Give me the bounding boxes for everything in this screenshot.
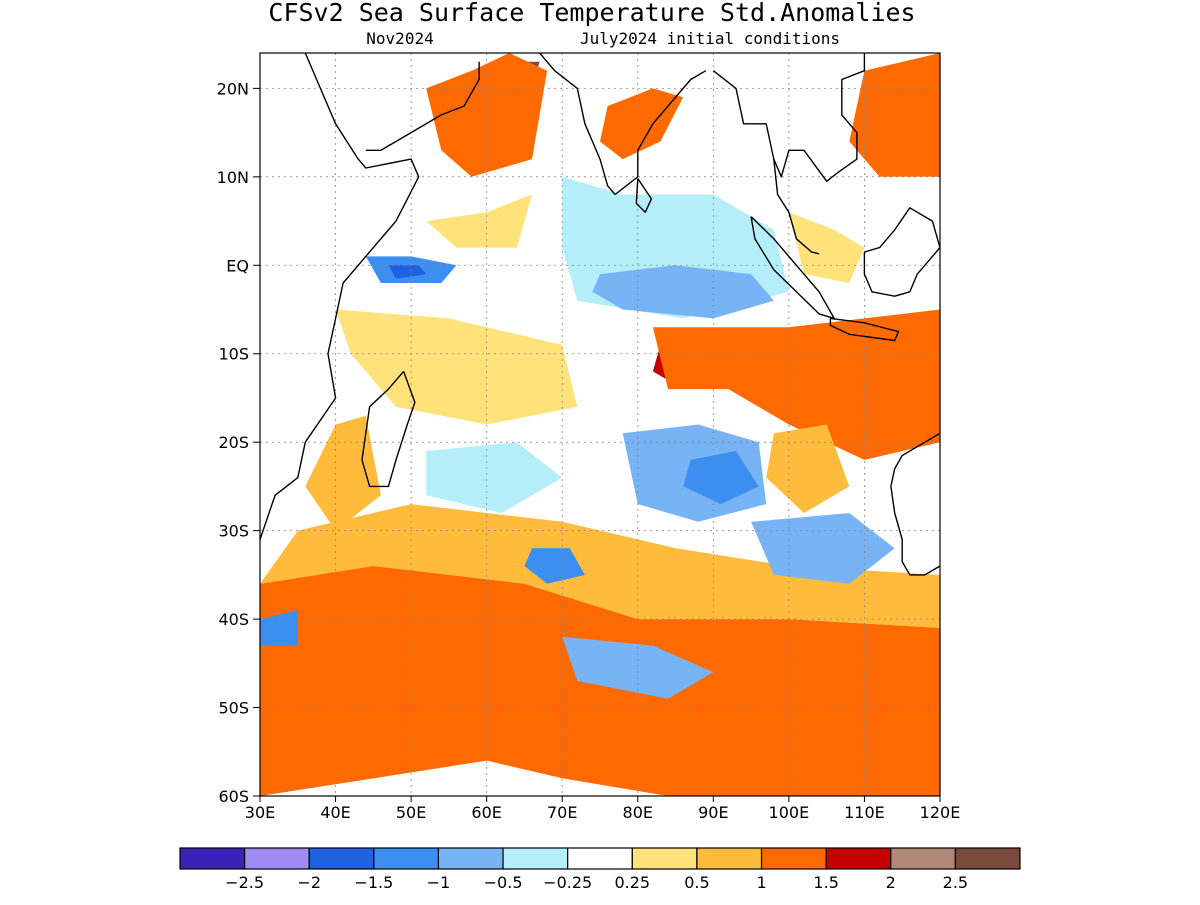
coastline-madagascar — [361, 370, 416, 488]
longitude-axis: 30E 40E 50E 60E 70E 80E 90E 100E 110E 120E — [245, 796, 961, 822]
colorbar-swatch — [696, 847, 763, 870]
colorbar-swatch — [567, 847, 633, 870]
lon-tick-label: 50E — [396, 803, 426, 822]
colorbar-label: 2 — [886, 873, 896, 892]
colorbar-swatch — [631, 847, 698, 870]
lat-tick-label: EQ — [226, 256, 249, 275]
colorbar-labels: −2.5 −2 −1.5 −1 −0.5 −0.25 0.25 0.5 1 1.5 2 2.5 — [225, 873, 968, 892]
lat-tick-label: 10N — [217, 168, 249, 187]
colorbar — [179, 847, 1021, 870]
colorbar-swatch — [437, 847, 504, 870]
lon-tick-label: 60E — [471, 803, 501, 822]
anomaly-region — [426, 442, 563, 513]
anomaly-region — [260, 504, 940, 628]
colorbar-swatch — [308, 847, 375, 870]
anomaly-region — [849, 53, 940, 177]
anomaly-region — [426, 194, 532, 248]
init-conditions-label: July2024 initial conditions — [580, 29, 840, 48]
colorbar-swatch — [890, 847, 956, 870]
colorbar-label: 2.5 — [943, 873, 968, 892]
colorbar-swatch — [373, 847, 440, 870]
lon-tick-label: 40E — [320, 803, 350, 822]
coastline-indochina — [773, 53, 866, 183]
colorbar-swatch — [825, 847, 892, 870]
anomaly-region — [305, 415, 381, 531]
lon-tick-label: 110E — [844, 803, 885, 822]
coastline-sri-lanka — [635, 178, 653, 213]
anomaly-region — [524, 548, 585, 584]
coastline-myanmar-malaya-coast — [712, 70, 820, 255]
coastline-india-east-coast — [614, 70, 707, 196]
colorbar-label: −2.5 — [225, 873, 264, 892]
lat-tick-label: 20N — [217, 79, 249, 98]
lat-tick-label: 10S — [218, 345, 249, 364]
anomaly-region — [751, 513, 895, 584]
lat-tick-label: 30S — [218, 522, 249, 541]
anomaly-region — [260, 610, 298, 646]
colorbar-swatch — [179, 847, 246, 870]
lon-tick-label: 70E — [547, 803, 577, 822]
anomaly-region — [766, 424, 850, 513]
latitude-axis: 20N 10N EQ 10S 20S 30S 40S 50S 60S — [217, 79, 260, 806]
lat-tick-label: 50S — [218, 699, 249, 718]
colorbar-label: −0.5 — [484, 873, 523, 892]
gridlines — [260, 53, 940, 796]
coastline-australia-west-coast — [890, 432, 940, 576]
coastline-sumatra — [750, 216, 835, 320]
colorbar-label: 0.25 — [614, 873, 650, 892]
anomaly-regions — [260, 53, 940, 796]
lat-tick-label: 40S — [218, 610, 249, 629]
anomaly-region — [683, 451, 759, 505]
lon-tick-label: 100E — [769, 803, 810, 822]
coastline-africa-east-coast — [260, 53, 420, 540]
lat-tick-label: 60S — [218, 787, 249, 806]
valid-month-label: Nov2024 — [366, 29, 433, 48]
colorbar-swatch — [244, 847, 310, 870]
lon-tick-label: 90E — [698, 803, 728, 822]
colorbar-label: 1 — [756, 873, 766, 892]
anomaly-region — [335, 309, 578, 425]
colorbar-swatch — [954, 847, 1021, 870]
coastline-java — [829, 317, 900, 342]
colorbar-label: −2 — [297, 873, 321, 892]
colorbar-label: −1.5 — [354, 873, 393, 892]
colorbar-label: −1 — [427, 873, 451, 892]
anomaly-field — [260, 53, 940, 796]
colorbar-swatch — [760, 847, 827, 870]
anomaly-region — [652, 309, 940, 460]
anomaly-region — [388, 265, 427, 279]
figure-title: CFSv2 Sea Surface Temperature Std.Anomal… — [268, 0, 915, 27]
lon-tick-label: 80E — [623, 803, 653, 822]
anomaly-region — [600, 88, 684, 160]
lon-tick-label: 30E — [245, 803, 275, 822]
map-frame — [259, 52, 941, 797]
lon-tick-label: 120E — [920, 803, 961, 822]
coastline-arabian-coast — [365, 61, 480, 152]
colorbar-swatch — [502, 847, 569, 870]
colorbar-label: 1.5 — [813, 873, 838, 892]
coastline-borneo — [863, 207, 940, 297]
colorbar-label: 0.5 — [684, 873, 709, 892]
coastlines — [260, 53, 940, 576]
coastline-india-west-coast — [539, 53, 616, 195]
lat-tick-label: 20S — [218, 433, 249, 452]
anomaly-region — [562, 636, 714, 699]
colorbar-label: −0.25 — [543, 873, 592, 892]
